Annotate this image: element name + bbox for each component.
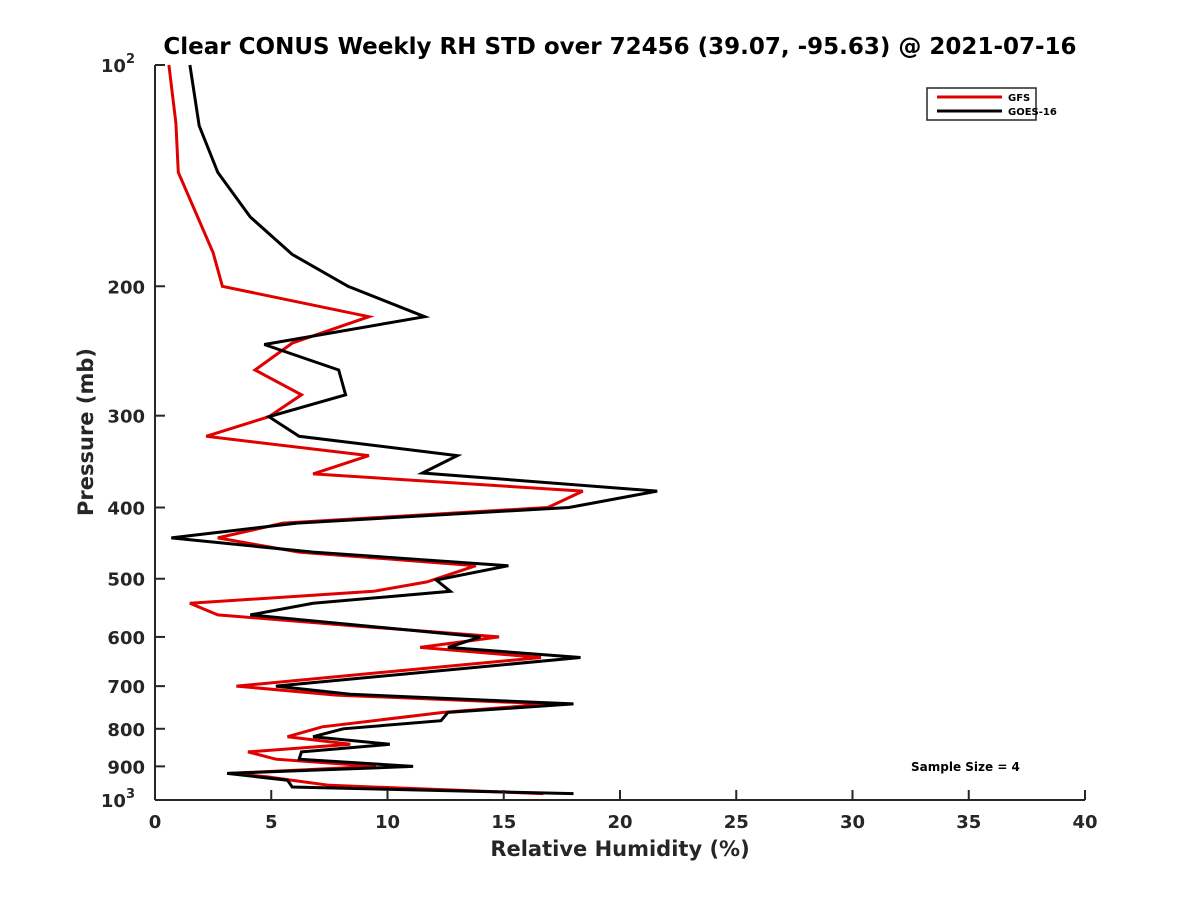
series-line-gfs <box>167 64 584 796</box>
y-tick-label: 700 <box>107 677 145 698</box>
y-tick-label: 600 <box>107 628 145 649</box>
y-tick-label: 102 <box>101 52 135 77</box>
x-axis-label: Relative Humidity (%) <box>490 837 749 861</box>
x-tick-label: 20 <box>607 812 632 833</box>
series-layer <box>167 64 658 796</box>
y-tick-label: 500 <box>107 570 145 591</box>
y-tick-label: 900 <box>107 757 145 778</box>
legend-box <box>926 87 1037 121</box>
y-tick-label: 800 <box>107 720 145 741</box>
y-ticks: 102 200 300 400 500 600 700 800 900 103 <box>101 52 165 812</box>
legend-label-gfs: GFS <box>1008 93 1030 104</box>
x-tick-label: 30 <box>840 812 865 833</box>
x-tick-label: 15 <box>491 812 516 833</box>
x-ticks: 0 5 10 15 20 25 30 35 40 <box>149 790 1098 833</box>
x-tick-label: 0 <box>149 812 162 833</box>
series-line-goes16 <box>171 64 658 796</box>
x-tick-label: 25 <box>724 812 749 833</box>
x-tick-label: 10 <box>375 812 400 833</box>
y-tick-label: 103 <box>101 787 135 812</box>
y-tick-label: 400 <box>107 499 145 520</box>
sample-size-annotation: Sample Size = 4 <box>911 760 1020 774</box>
x-tick-label: 40 <box>1072 812 1097 833</box>
y-tick-label: 300 <box>107 407 145 428</box>
y-tick-label: 200 <box>107 277 145 298</box>
legend: GFS GOES-16 <box>926 87 1057 121</box>
y-axis-label: Pressure (mb) <box>74 348 98 516</box>
x-tick-label: 35 <box>956 812 981 833</box>
legend-label-goes16: GOES-16 <box>1008 107 1057 118</box>
chart-title: Clear CONUS Weekly RH STD over 72456 (39… <box>163 34 1076 60</box>
x-tick-label: 5 <box>265 812 278 833</box>
